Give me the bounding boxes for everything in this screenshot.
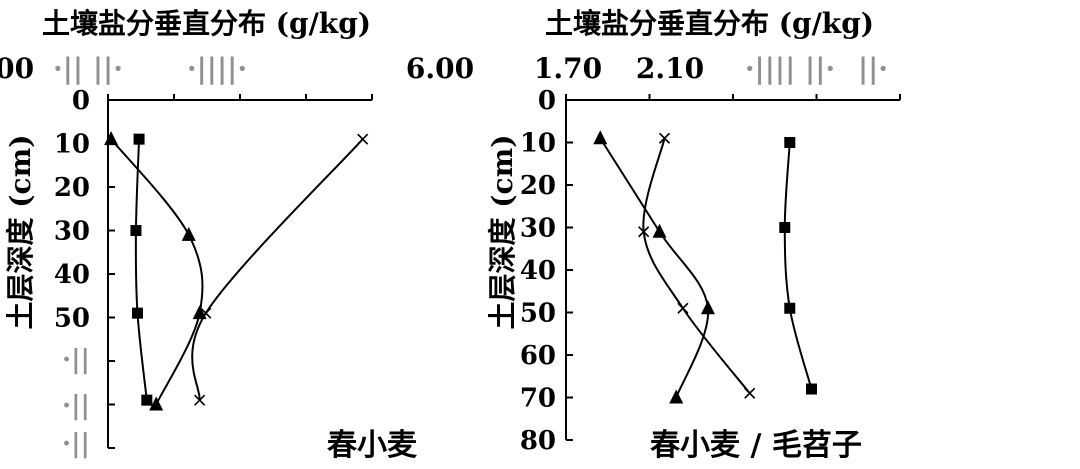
panel1-x-tick-label: 2.10 [636,52,704,85]
panel0-y-tick-label: 10 [54,130,90,160]
svg-text:·||: ·|| [62,345,90,375]
svg-text:·||: ·|| [62,391,90,421]
panel1-triangle-marker [669,389,684,404]
panel1-cross-marker [638,226,650,238]
panel1-square-marker [784,302,796,314]
panel1-y-tick-label: 40 [520,256,556,286]
right-y-axis-label: 土层深度 (cm) [486,135,519,330]
panel1-y-tick-label: 30 [520,214,556,244]
svg-text:·|| ||·: ·|| ||· [53,52,123,85]
panel1-square-marker [805,383,817,395]
panel1-square-marker [784,137,796,148]
panel1-y-tick-label: 20 [520,171,556,201]
panel1-y-tick-label: 10 [520,129,556,159]
panel0-y-tick-label: 20 [54,173,90,203]
panel0-x-tick-label: 6.00 [406,52,474,85]
panel0-triangle-marker [104,131,119,146]
panel0-square-marker [130,225,142,236]
panel0-triangle-marker [149,396,164,411]
svg-text:·|||| ||·: ·|||| ||· [745,52,835,85]
panel0-x-tick-label: 8.00 [0,52,34,85]
panel0-triangle-marker [181,226,196,241]
panel1-triangle-marker [700,300,715,315]
panel1-cross-marker [744,387,756,399]
panel0-y-tick-label: 0 [72,86,90,116]
panel0-series-cross-line [191,138,364,401]
panel1-series-triangle-line [599,137,709,398]
svg-text:||·: ||· [858,52,888,85]
panel0-y-tick-label: 40 [54,260,90,290]
panel0-cross-marker [357,133,369,145]
panel0-square-marker [141,394,153,406]
left-y-axis-label: 土层深度 (cm) [4,135,37,330]
panel1-y-tick-label: 60 [520,341,556,371]
right-blurred-tick-labels: ·|||| ||· ||· [745,52,888,85]
panel0-cross-marker [194,394,206,406]
panel1-y-tick-label: 70 [520,384,556,414]
panel1-cross-marker [677,302,689,314]
panel0-y-tick-label: 30 [54,217,90,247]
panel1-y-tick-label: 80 [520,426,556,456]
right-panel-crop-label: 春小麦 / 毛苕子 [650,428,862,463]
panel0-square-marker [132,307,144,319]
panel1-x-tick-label: 1.70 [534,52,602,85]
panel0-y-tick-label: 50 [54,304,90,334]
panel1-y-tick-label: 50 [520,299,556,329]
left-blurred-tick-labels: ·|| ||· ·||||· ·|| ·|| ·|| [53,52,247,459]
panel0-series-square-line [134,139,148,401]
left-panel-crop-label: 春小麦 [327,428,418,463]
panel1-series-cross-line [642,138,751,394]
svg-text:·||: ·|| [62,429,90,459]
panel1-cross-marker [658,132,671,144]
svg-text:·||||·: ·||||· [187,52,247,85]
panel0-cross-marker [200,307,212,319]
right-chart-panel: 土壤盐分垂直分布 (g/kg) 土层深度 (cm) 春小麦 / 毛苕子 ·|||… [486,7,901,463]
panel1-y-tick-label: 0 [538,86,556,116]
left-chart-panel: 土壤盐分垂直分布 (g/kg) 土层深度 (cm) 春小麦 ·|| ||· ·|… [0,7,474,463]
left-chart-title: 土壤盐分垂直分布 (g/kg) [42,7,371,40]
panel0-series-triangle-line [110,138,204,405]
panel0-square-marker [133,133,145,145]
panel1-square-marker [779,222,791,233]
right-chart-title: 土壤盐分垂直分布 (g/kg) [545,7,874,40]
panel1-series-square-line [783,142,813,390]
panel1-triangle-marker [593,130,608,145]
panel1-triangle-marker [652,223,667,238]
